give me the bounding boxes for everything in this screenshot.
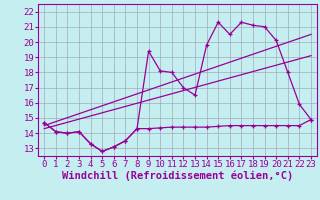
X-axis label: Windchill (Refroidissement éolien,°C): Windchill (Refroidissement éolien,°C) <box>62 171 293 181</box>
